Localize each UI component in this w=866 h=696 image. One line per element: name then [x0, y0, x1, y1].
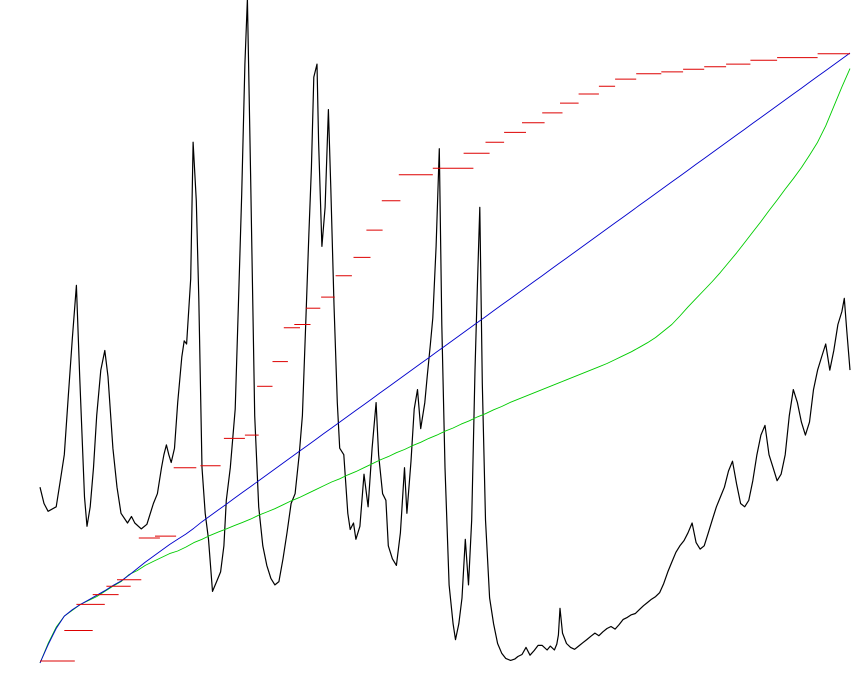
series-line-3: [39, 52, 851, 664]
series-layer: [39, 0, 851, 664]
series-line-1: [39, 0, 851, 662]
segment-layer: [40, 53, 850, 662]
series-line-2: [39, 68, 851, 664]
